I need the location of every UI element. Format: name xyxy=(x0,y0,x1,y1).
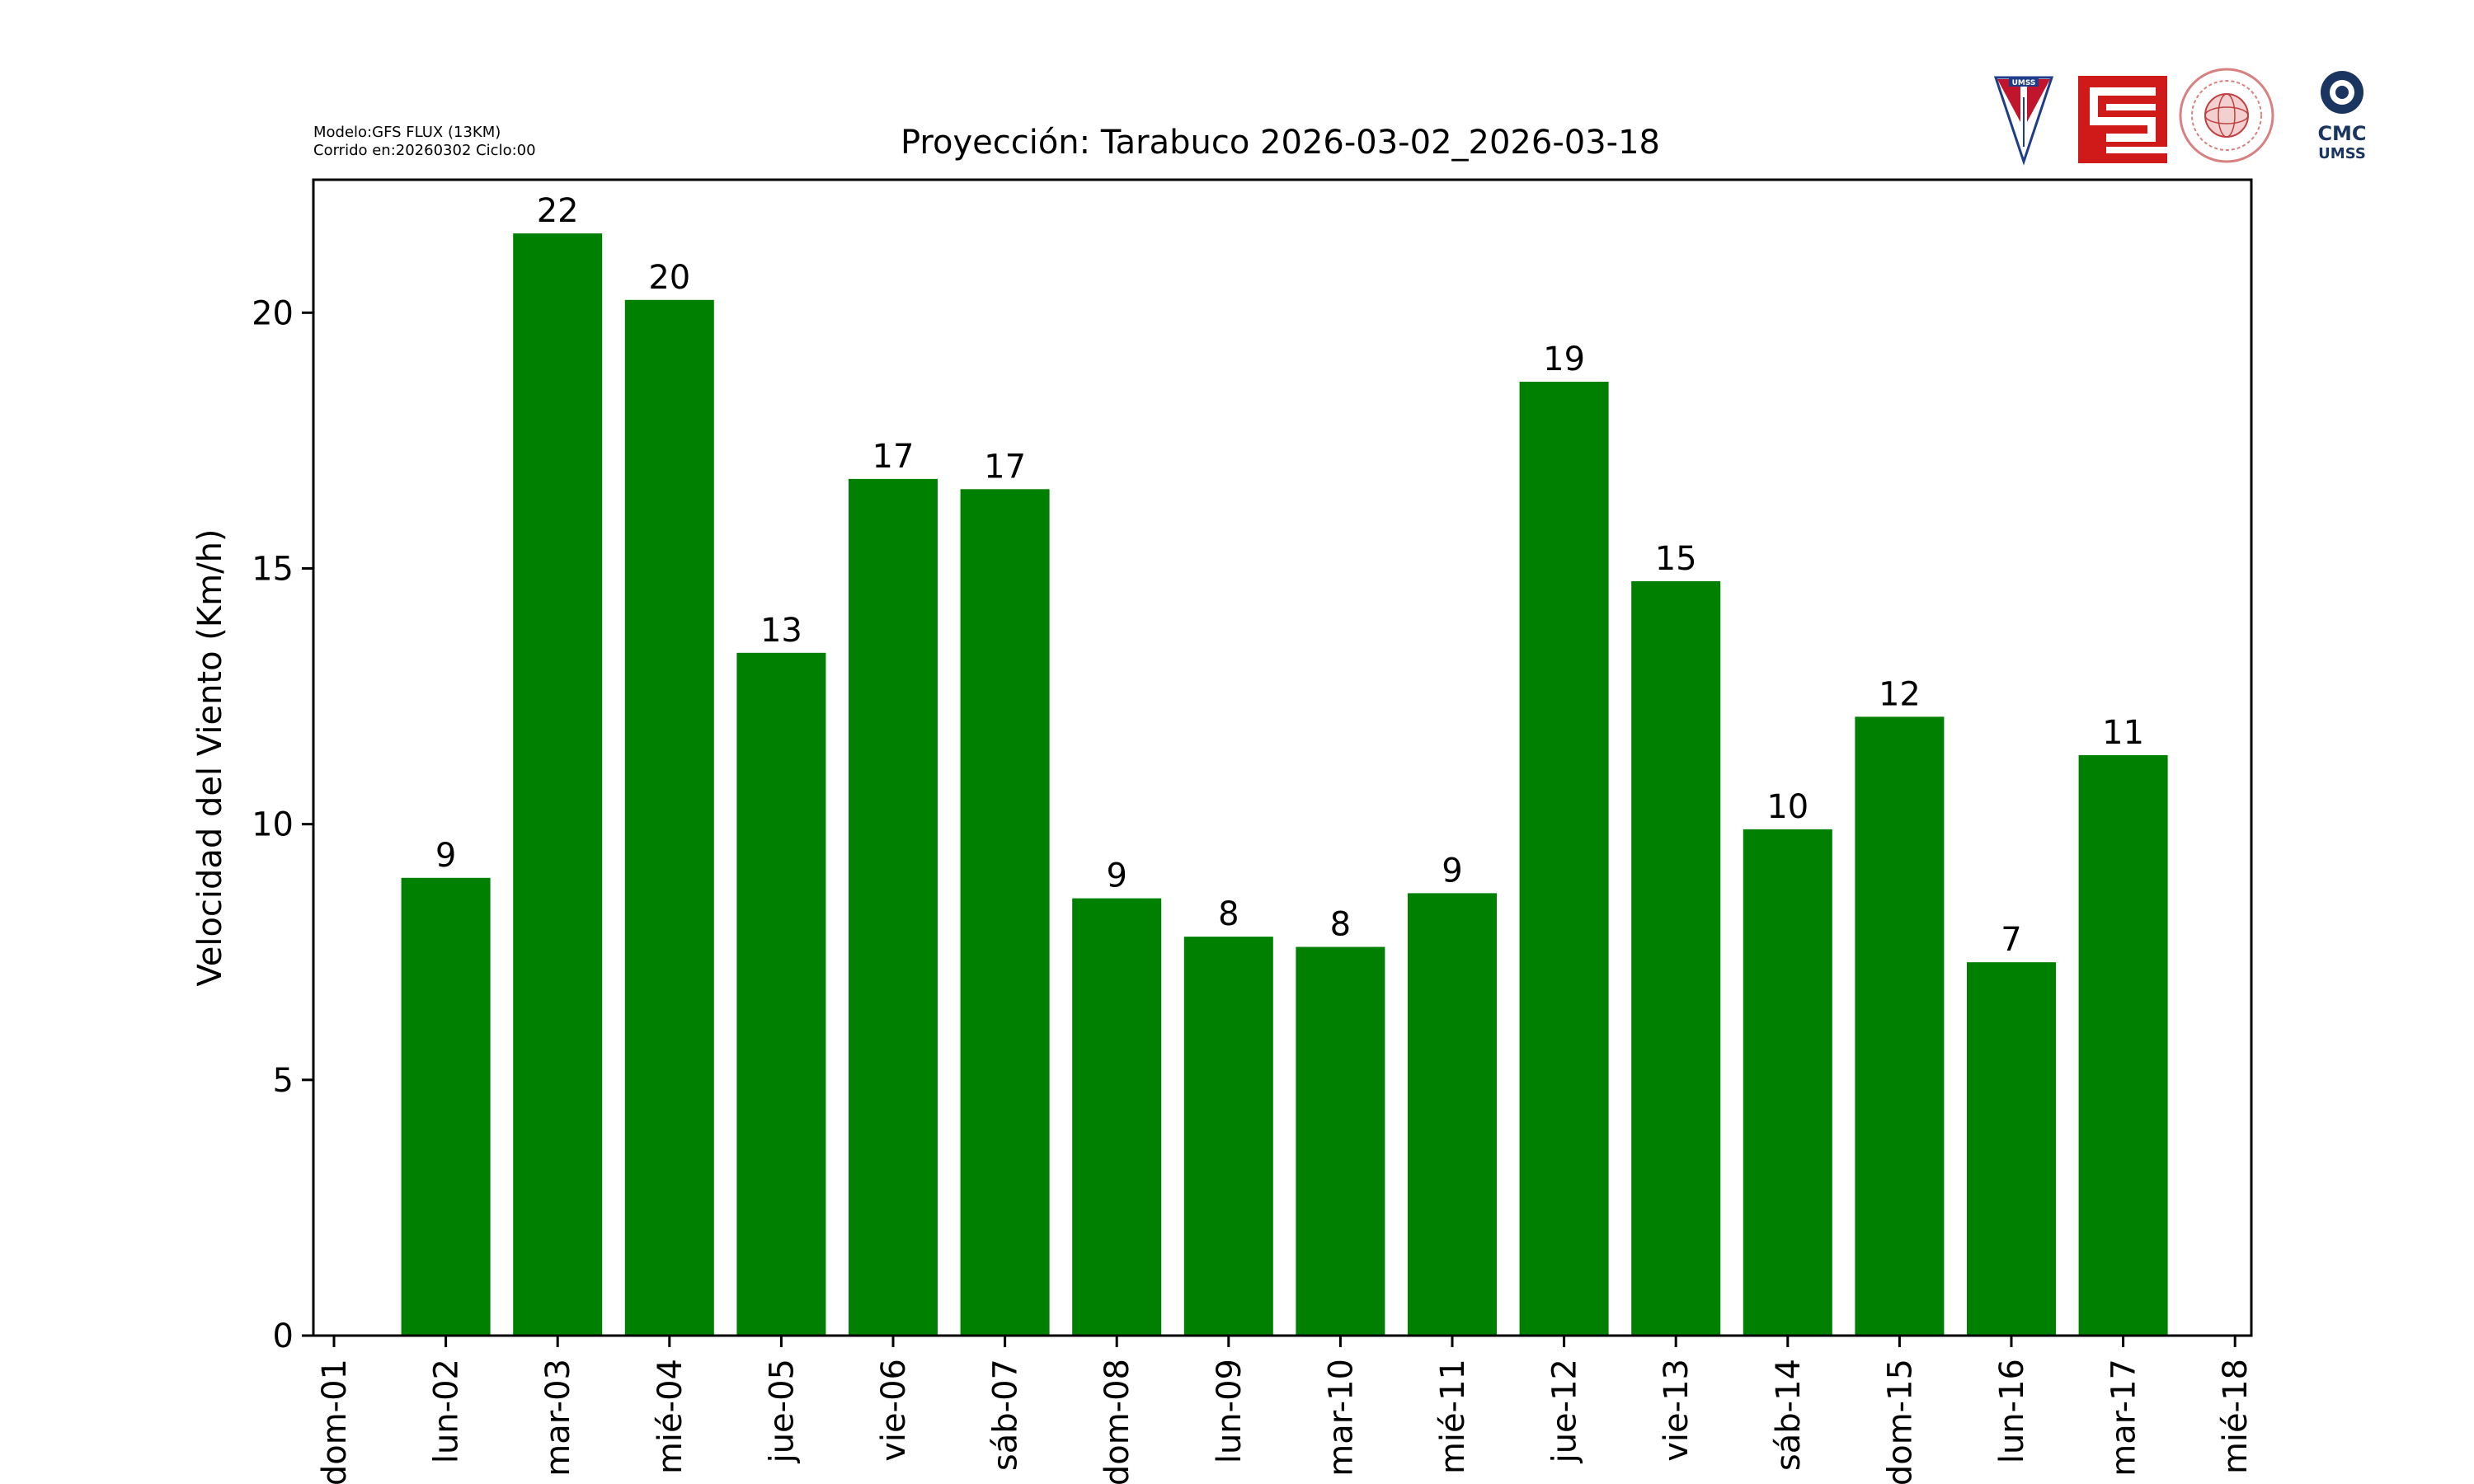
chart-title: Proyección: Tarabuco 2026-03-02_2026-03-… xyxy=(901,124,1660,162)
x-tick-label-mar-03: mar-03 xyxy=(539,1359,577,1477)
fcyt-logo xyxy=(2078,76,2167,163)
y-tick-label: 0 xyxy=(273,1317,294,1355)
data-label-sáb-07: 17 xyxy=(984,448,1026,486)
x-tick-label-dom-15: dom-15 xyxy=(1881,1359,1919,1484)
cmc-logo: CMC UMSS xyxy=(2317,71,2367,162)
data-labels-group: 9 22 20 13 17 17 9 8 8 9 19 15 10 12 7 11 xyxy=(435,192,2144,959)
bar-lun-16 xyxy=(1967,962,2056,1336)
data-label-dom-15: 12 xyxy=(1879,675,1921,713)
x-tick-label-mar-10: mar-10 xyxy=(1322,1359,1360,1477)
bar-mar-17 xyxy=(2078,754,2168,1336)
bar-vie-13 xyxy=(1631,580,1721,1336)
data-label-jue-12: 19 xyxy=(1543,340,1585,378)
x-tick-label-dom-01: dom-01 xyxy=(316,1359,354,1484)
bar-jue-12 xyxy=(1519,382,1609,1336)
data-label-mar-17: 11 xyxy=(2102,714,2144,752)
model-line: Modelo:GFS FLUX (13KM) xyxy=(313,124,501,141)
x-tick-label-jue-12: jue-12 xyxy=(1546,1359,1584,1463)
x-tick-label-mié-11: mié-11 xyxy=(1434,1359,1472,1474)
cmc-logo-line1: CMC xyxy=(2317,122,2366,145)
x-tick-label-sáb-14: sáb-14 xyxy=(1770,1359,1808,1471)
data-label-lun-02: 9 xyxy=(435,837,456,875)
bar-dom-08 xyxy=(1072,898,1162,1336)
y-tick-label: 10 xyxy=(252,806,294,844)
bar-mié-04 xyxy=(624,299,714,1336)
x-tick-label-vie-06: vie-06 xyxy=(875,1359,913,1462)
physics-dept-logo xyxy=(2179,68,2274,163)
umss-logo-text: UMSS xyxy=(2012,79,2036,87)
x-tick-label-jue-05: jue-05 xyxy=(763,1359,801,1463)
bar-mié-11 xyxy=(1408,893,1497,1336)
run-line: Corrido en:20260302 Ciclo:00 xyxy=(313,142,536,159)
x-tick-label-sáb-07: sáb-07 xyxy=(987,1359,1025,1471)
bar-sáb-14 xyxy=(1743,829,1832,1336)
bar-jue-05 xyxy=(736,652,826,1336)
x-tick-label-mié-04: mié-04 xyxy=(651,1359,689,1474)
umss-logo: UMSS xyxy=(1993,76,2054,166)
data-label-lun-09: 8 xyxy=(1218,895,1239,933)
x-axis: dom-01 lun-02 mar-03 mié-04 jue-05 vie-06 sáb-… xyxy=(316,1336,2255,1484)
data-label-mar-10: 8 xyxy=(1330,906,1351,944)
bar-lun-02 xyxy=(401,877,491,1336)
data-label-vie-06: 17 xyxy=(872,438,915,476)
y-tick-label: 15 xyxy=(252,550,294,588)
data-label-mar-03: 22 xyxy=(537,192,579,230)
data-label-vie-13: 15 xyxy=(1655,540,1697,578)
bar-lun-09 xyxy=(1183,937,1273,1336)
x-tick-label-dom-08: dom-08 xyxy=(1098,1359,1136,1484)
cmc-logo-line2: UMSS xyxy=(2318,145,2366,162)
plot-frame xyxy=(312,178,2253,1337)
bar-dom-15 xyxy=(1855,716,1945,1336)
y-axis: 0 5 10 15 20 xyxy=(252,294,313,1355)
data-label-mié-04: 20 xyxy=(648,259,690,297)
model-info: Modelo:GFS FLUX (13KM) Corrido en:202603… xyxy=(313,124,536,160)
x-tick-label-lun-02: lun-02 xyxy=(428,1359,466,1463)
data-label-jue-05: 13 xyxy=(760,612,802,650)
bars-group xyxy=(401,233,2168,1336)
bar-vie-06 xyxy=(849,478,938,1336)
data-label-lun-16: 7 xyxy=(2001,921,2021,959)
logos: UMSS CMC UMSS xyxy=(1979,64,2392,171)
y-tick-label: 20 xyxy=(252,294,294,332)
bar-mar-03 xyxy=(513,233,603,1336)
data-label-dom-08: 9 xyxy=(1106,857,1126,895)
x-tick-label-vie-13: vie-13 xyxy=(1658,1359,1696,1462)
data-label-sáb-14: 10 xyxy=(1766,788,1808,826)
x-tick-label-mié-18: mié-18 xyxy=(2217,1359,2255,1474)
x-tick-label-mar-17: mar-17 xyxy=(2105,1359,2143,1477)
y-tick-label: 5 xyxy=(273,1062,294,1100)
bar-mar-10 xyxy=(1296,946,1385,1336)
bar-sáb-07 xyxy=(960,489,1050,1336)
x-tick-label-lun-16: lun-16 xyxy=(1993,1359,2031,1463)
x-tick-label-lun-09: lun-09 xyxy=(1211,1359,1249,1463)
y-axis-label: Velocidad del Viento (Km/h) xyxy=(191,528,229,986)
data-label-mié-11: 9 xyxy=(1442,852,1462,890)
